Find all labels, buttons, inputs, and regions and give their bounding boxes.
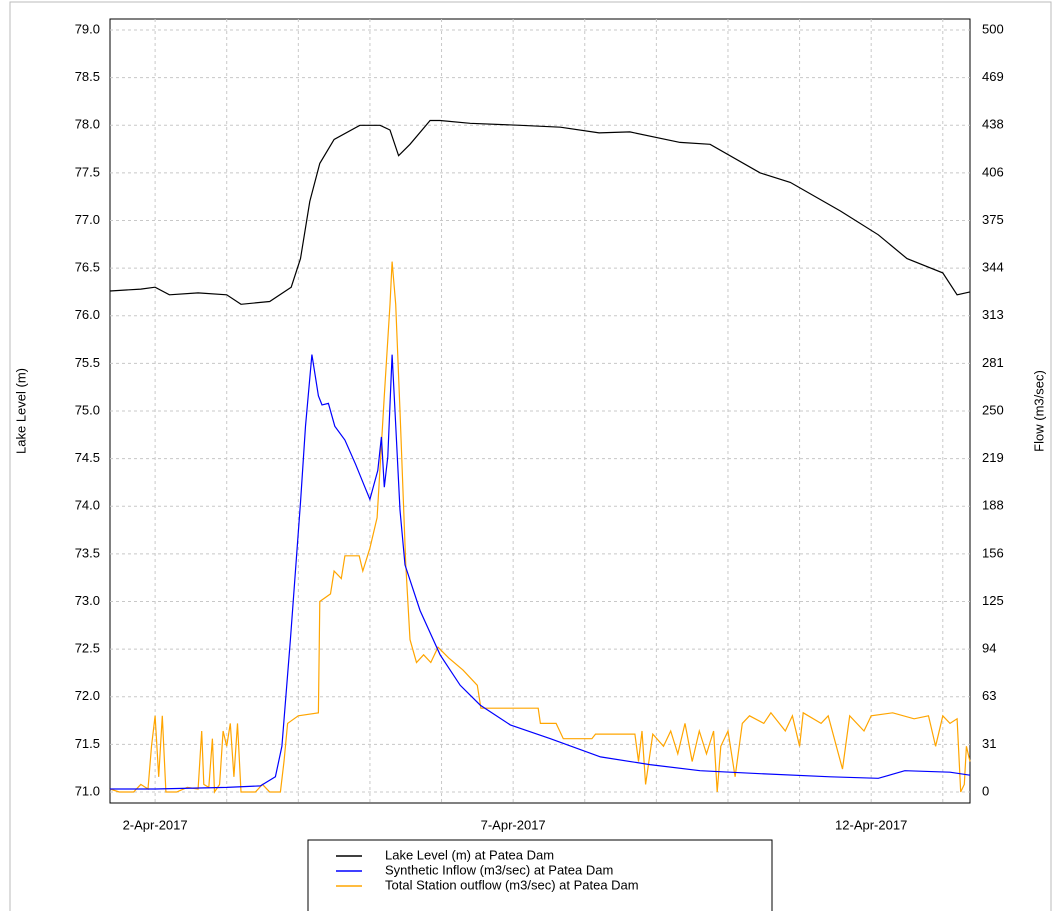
y2-tick-label: 250 <box>982 402 1004 417</box>
y-tick-label: 74.5 <box>75 450 100 465</box>
series-line <box>109 119 971 305</box>
y2-tick-label: 31 <box>982 736 996 751</box>
series-line <box>110 354 971 790</box>
y-tick-label: 77.0 <box>75 212 100 227</box>
y-tick-label: 72.5 <box>75 641 100 656</box>
x-tick-label: 12-Apr-2017 <box>835 817 907 832</box>
y2-tick-label: 219 <box>982 450 1004 465</box>
y2-tick-label: 156 <box>982 545 1004 560</box>
y-tick-label: 72.0 <box>75 688 100 703</box>
y-tick-label: 71.0 <box>75 783 100 798</box>
y2-tick-label: 469 <box>982 69 1004 84</box>
y-tick-label: 71.5 <box>75 736 100 751</box>
y2-tick-label: 281 <box>982 355 1004 370</box>
y-tick-label: 76.0 <box>75 307 100 322</box>
y2-tick-label: 313 <box>982 307 1004 322</box>
x-tick-label: 7-Apr-2017 <box>481 817 546 832</box>
y-tick-label: 75.5 <box>75 355 100 370</box>
y2-tick-label: 125 <box>982 593 1004 608</box>
y-tick-label: 77.5 <box>75 164 100 179</box>
y-tick-label: 75.0 <box>75 402 100 417</box>
y-tick-label: 73.0 <box>75 593 100 608</box>
x-tick-label: 2-Apr-2017 <box>123 817 188 832</box>
y-tick-label: 78.0 <box>75 117 100 132</box>
y2-tick-label: 94 <box>982 641 996 656</box>
y2-tick-label: 438 <box>982 117 1004 132</box>
y2-tick-label: 188 <box>982 498 1004 513</box>
y2-tick-label: 0 <box>982 783 989 798</box>
legend-label: Lake Level (m) at Patea Dam <box>385 847 554 862</box>
y-tick-label: 76.5 <box>75 260 100 275</box>
y-tick-label: 73.5 <box>75 545 100 560</box>
series-line <box>109 261 971 794</box>
window-frame <box>9 1 1052 911</box>
y2-tick-label: 344 <box>982 260 1004 275</box>
y-tick-label: 74.0 <box>75 498 100 513</box>
y2-tick-label: 63 <box>982 688 996 703</box>
y2-axis-title: Flow (m3/sec) <box>1031 370 1046 452</box>
y-axis-title: Lake Level (m) <box>13 368 28 454</box>
y2-tick-label: 500 <box>982 21 1004 36</box>
legend-label: Total Station outflow (m3/sec) at Patea … <box>385 877 639 892</box>
y-tick-label: 78.5 <box>75 69 100 84</box>
y2-tick-label: 375 <box>982 212 1004 227</box>
legend-box <box>307 839 773 911</box>
y-tick-label: 79.0 <box>75 21 100 36</box>
y2-tick-label: 406 <box>982 164 1004 179</box>
legend-label: Synthetic Inflow (m3/sec) at Patea Dam <box>385 862 613 877</box>
